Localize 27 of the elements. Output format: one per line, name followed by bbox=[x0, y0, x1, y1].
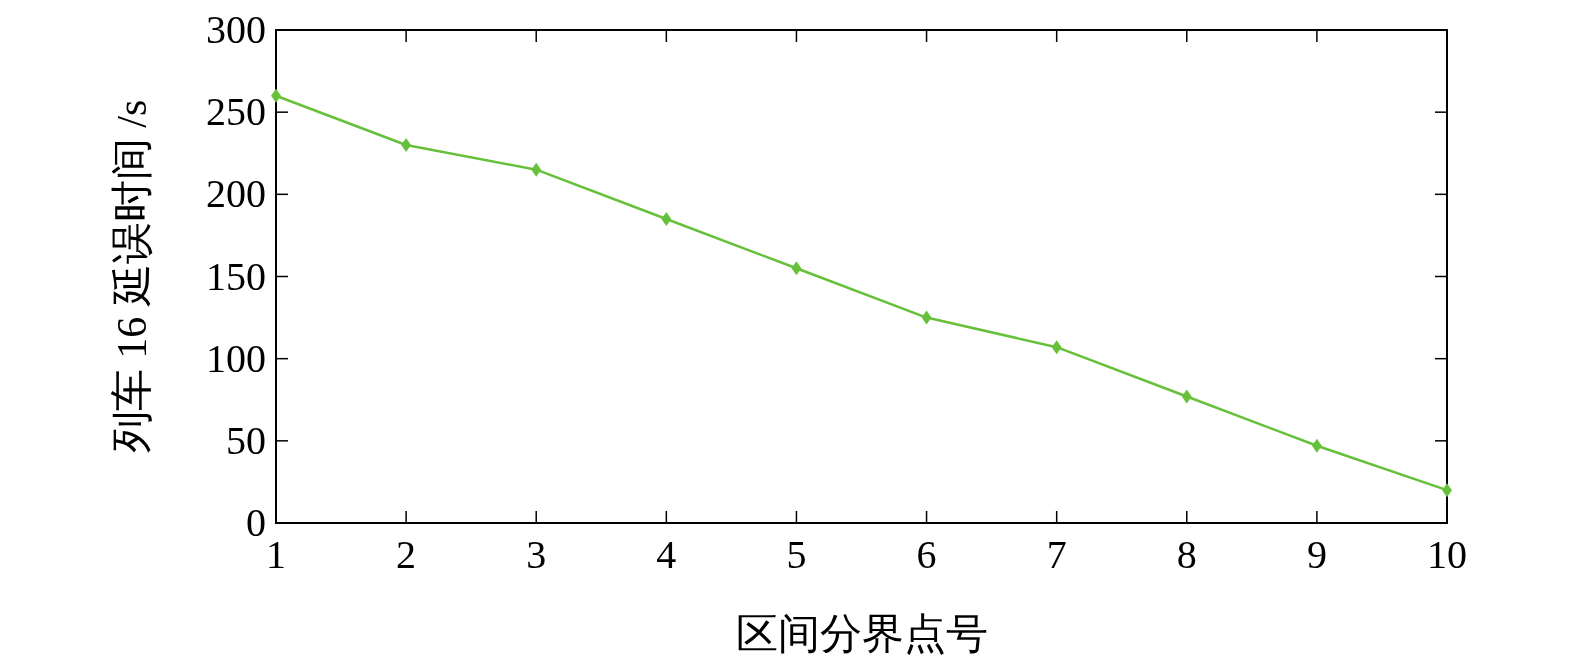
x-tick-label: 6 bbox=[916, 532, 937, 577]
x-tick-label: 2 bbox=[396, 532, 417, 577]
x-tick-label: 9 bbox=[1306, 532, 1327, 577]
x-tick-label: 4 bbox=[656, 532, 677, 577]
y-axis-title: 列车 16 延误时间 /s bbox=[109, 99, 155, 454]
point bbox=[401, 138, 412, 153]
y-tick-label: 100 bbox=[206, 335, 266, 381]
point bbox=[1311, 438, 1322, 453]
point bbox=[791, 261, 802, 276]
x-tick-label: 3 bbox=[526, 532, 547, 577]
x-tick-label: 8 bbox=[1176, 532, 1197, 577]
point bbox=[1051, 340, 1062, 355]
y-tick-label: 200 bbox=[206, 171, 266, 217]
point bbox=[1181, 389, 1192, 404]
x-tick-label: 1 bbox=[266, 532, 286, 577]
x-tick-label: 5 bbox=[786, 532, 807, 577]
point bbox=[921, 310, 932, 325]
y-tick-label: 250 bbox=[206, 89, 266, 135]
point bbox=[661, 211, 672, 226]
y-tick-label: 150 bbox=[206, 253, 266, 299]
point bbox=[531, 162, 542, 177]
x-tick-label: 7 bbox=[1046, 532, 1067, 577]
y-tick-label: 50 bbox=[226, 417, 266, 463]
x-axis-title: 区间分界点号 bbox=[735, 611, 988, 657]
x-tick-label: 10 bbox=[1427, 532, 1467, 577]
y-tick-label: 0 bbox=[246, 500, 266, 545]
y-tick-label: 300 bbox=[206, 7, 266, 52]
